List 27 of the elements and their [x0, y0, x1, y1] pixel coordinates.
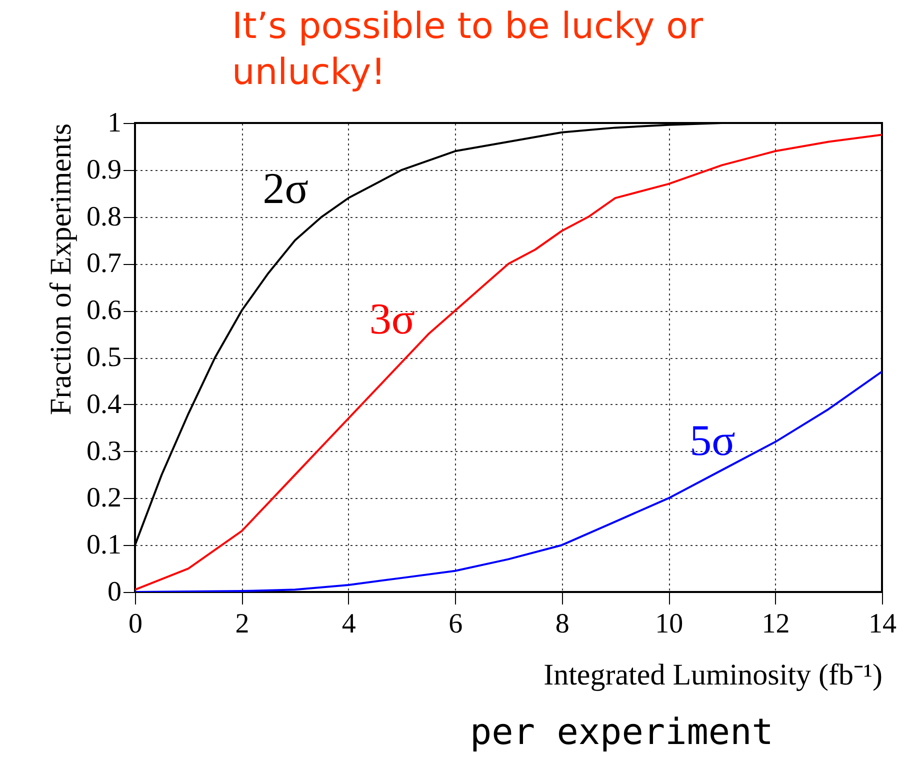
x-tick-label: 8 [555, 608, 570, 640]
y-tick-label: 0.4 [86, 388, 122, 420]
x-tick-label: 12 [762, 608, 790, 640]
x-axis-title: Integrated Luminosity (fb⁻¹) [544, 658, 882, 692]
text: per experiment [470, 712, 774, 753]
y-tick-label: 0.1 [86, 530, 122, 561]
y-tick-label: 0.3 [86, 436, 122, 467]
series-label: 2σ [262, 164, 309, 214]
x-tick-label: 4 [342, 608, 356, 640]
y-tick-label: 0.7 [86, 248, 122, 280]
y-tick-label: 0.8 [86, 201, 122, 232]
x-tick-label: 14 [868, 608, 896, 640]
x-tick-label: 0 [128, 608, 142, 640]
y-tick-label: 1 [108, 108, 122, 138]
series-label: 5σ [690, 416, 736, 465]
x-tick-label: 10 [655, 608, 684, 640]
chart-title: It’s possible to be lucky or unlucky! [232, 5, 704, 95]
series-label: 3σ [369, 294, 416, 344]
y-axis-title: Fraction of Experiments [44, 124, 78, 416]
y-tick-label: 0 [108, 576, 122, 608]
line-series [135, 370, 882, 592]
y-tick-label: 0.9 [86, 154, 122, 186]
x-tick-label: 2 [235, 608, 250, 640]
y-tick-label: 0.5 [86, 342, 122, 373]
y-tick-label: 0.6 [86, 295, 122, 326]
x-tick-label: 6 [448, 608, 463, 640]
y-tick-label: 0.2 [86, 482, 122, 514]
